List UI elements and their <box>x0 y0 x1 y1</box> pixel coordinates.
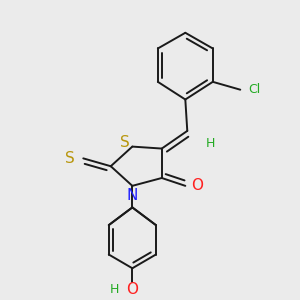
Text: H: H <box>206 137 215 150</box>
Text: O: O <box>191 178 203 193</box>
Text: S: S <box>120 135 129 150</box>
Text: H: H <box>110 283 119 296</box>
Text: O: O <box>126 282 138 297</box>
Text: S: S <box>65 151 74 166</box>
Text: N: N <box>127 188 138 203</box>
Text: Cl: Cl <box>248 83 260 96</box>
